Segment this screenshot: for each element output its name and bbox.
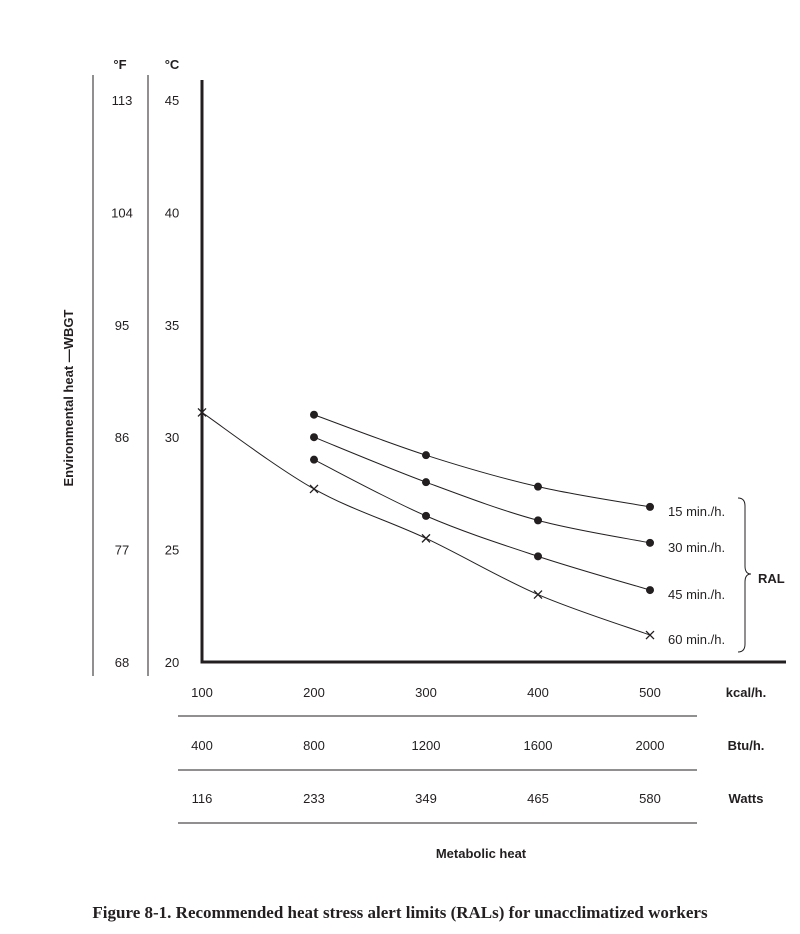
- data-point-dot: [534, 552, 542, 561]
- x-tick-label: 400: [527, 685, 549, 700]
- x-tick-label: 500: [639, 685, 661, 700]
- x-tick-label: 100: [191, 685, 213, 700]
- figure-caption: Figure 8-1. Recommended heat stress aler…: [92, 903, 708, 922]
- data-point-dot: [534, 516, 542, 525]
- f-tick-label: 77: [115, 543, 129, 558]
- c-unit-label: °C: [165, 57, 180, 72]
- data-point-cross: [309, 484, 319, 494]
- f-tick-label: 86: [115, 430, 129, 445]
- x-tick-label: 580: [639, 791, 661, 806]
- cross-stroke: [533, 590, 543, 600]
- series-label: 45 min./h.: [668, 587, 725, 602]
- x-tick-label: 200: [303, 685, 325, 700]
- c-tick-label: 45: [165, 93, 179, 108]
- data-point-dot: [534, 482, 542, 491]
- f-tick-label: 68: [115, 655, 129, 670]
- series-line: [313, 459, 651, 591]
- x-unit-label: Btu/h.: [728, 738, 765, 753]
- data-point-dot: [422, 478, 430, 487]
- x-tick-label: 465: [527, 791, 549, 806]
- data-point-cross: [533, 590, 543, 600]
- cross-stroke: [645, 630, 655, 640]
- c-tick-label: 30: [165, 430, 179, 445]
- data-point-dot: [422, 511, 430, 520]
- cross-stroke: [421, 533, 431, 543]
- data-point-dot: [646, 586, 654, 595]
- c-tick-label: 40: [165, 205, 179, 220]
- series-line: [313, 414, 651, 508]
- data-point-dot: [310, 433, 318, 442]
- ral-label: RAL: [758, 571, 785, 586]
- series-line: [201, 412, 651, 636]
- data-point-cross: [421, 533, 431, 543]
- series-line: [313, 436, 651, 544]
- c-tick-label: 20: [165, 655, 179, 670]
- cross-stroke: [309, 484, 319, 494]
- x-tick-label: 300: [415, 685, 437, 700]
- x-tick-label: 400: [191, 738, 213, 753]
- x-tick-label: 116: [192, 791, 213, 806]
- data-point-dot: [646, 538, 654, 547]
- x-unit-label: kcal/h.: [726, 685, 766, 700]
- f-unit-label: °F: [113, 57, 126, 72]
- f-tick-label: 113: [112, 93, 133, 108]
- data-point-dot: [310, 410, 318, 419]
- data-point-dot: [310, 455, 318, 464]
- x-tick-label: 1200: [412, 738, 441, 753]
- x-tick-label: 233: [303, 791, 325, 806]
- data-point-dot: [646, 502, 654, 511]
- f-tick-label: 95: [115, 318, 129, 333]
- f-tick-label: 104: [111, 205, 133, 220]
- cross-stroke: [197, 408, 207, 417]
- ral-brace: [737, 497, 752, 653]
- data-point-dot: [422, 451, 430, 460]
- c-tick-label: 35: [165, 318, 179, 333]
- data-point-cross: [197, 408, 207, 417]
- x-tick-label: 349: [415, 791, 437, 806]
- x-unit-label: Watts: [729, 791, 764, 806]
- x-tick-label: 1600: [524, 738, 553, 753]
- data-point-cross: [645, 630, 655, 640]
- series-label: 30 min./h.: [668, 540, 725, 555]
- x-axis-title: Metabolic heat: [436, 846, 527, 861]
- series-label: 15 min./h.: [668, 504, 725, 519]
- x-tick-label: 2000: [636, 738, 665, 753]
- c-tick-label: 25: [165, 543, 179, 558]
- series-label: 60 min./h.: [668, 632, 725, 647]
- y-axis-title: Environmental heat —WBGT: [61, 309, 76, 486]
- x-tick-label: 800: [303, 738, 325, 753]
